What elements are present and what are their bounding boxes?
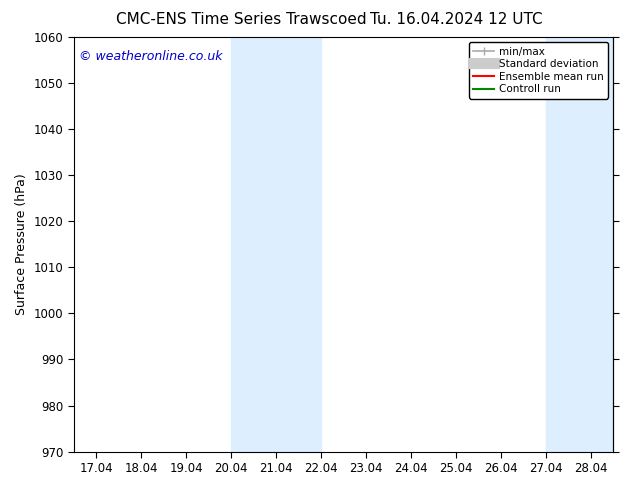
Legend: min/max, Standard deviation, Ensemble mean run, Controll run: min/max, Standard deviation, Ensemble me… bbox=[469, 42, 608, 98]
Text: CMC-ENS Time Series Trawscoed: CMC-ENS Time Series Trawscoed bbox=[115, 12, 366, 27]
Bar bbox=[231, 37, 321, 452]
Text: Tu. 16.04.2024 12 UTC: Tu. 16.04.2024 12 UTC bbox=[370, 12, 543, 27]
Text: © weatheronline.co.uk: © weatheronline.co.uk bbox=[79, 49, 223, 63]
Bar bbox=[546, 37, 634, 452]
Y-axis label: Surface Pressure (hPa): Surface Pressure (hPa) bbox=[15, 173, 28, 315]
